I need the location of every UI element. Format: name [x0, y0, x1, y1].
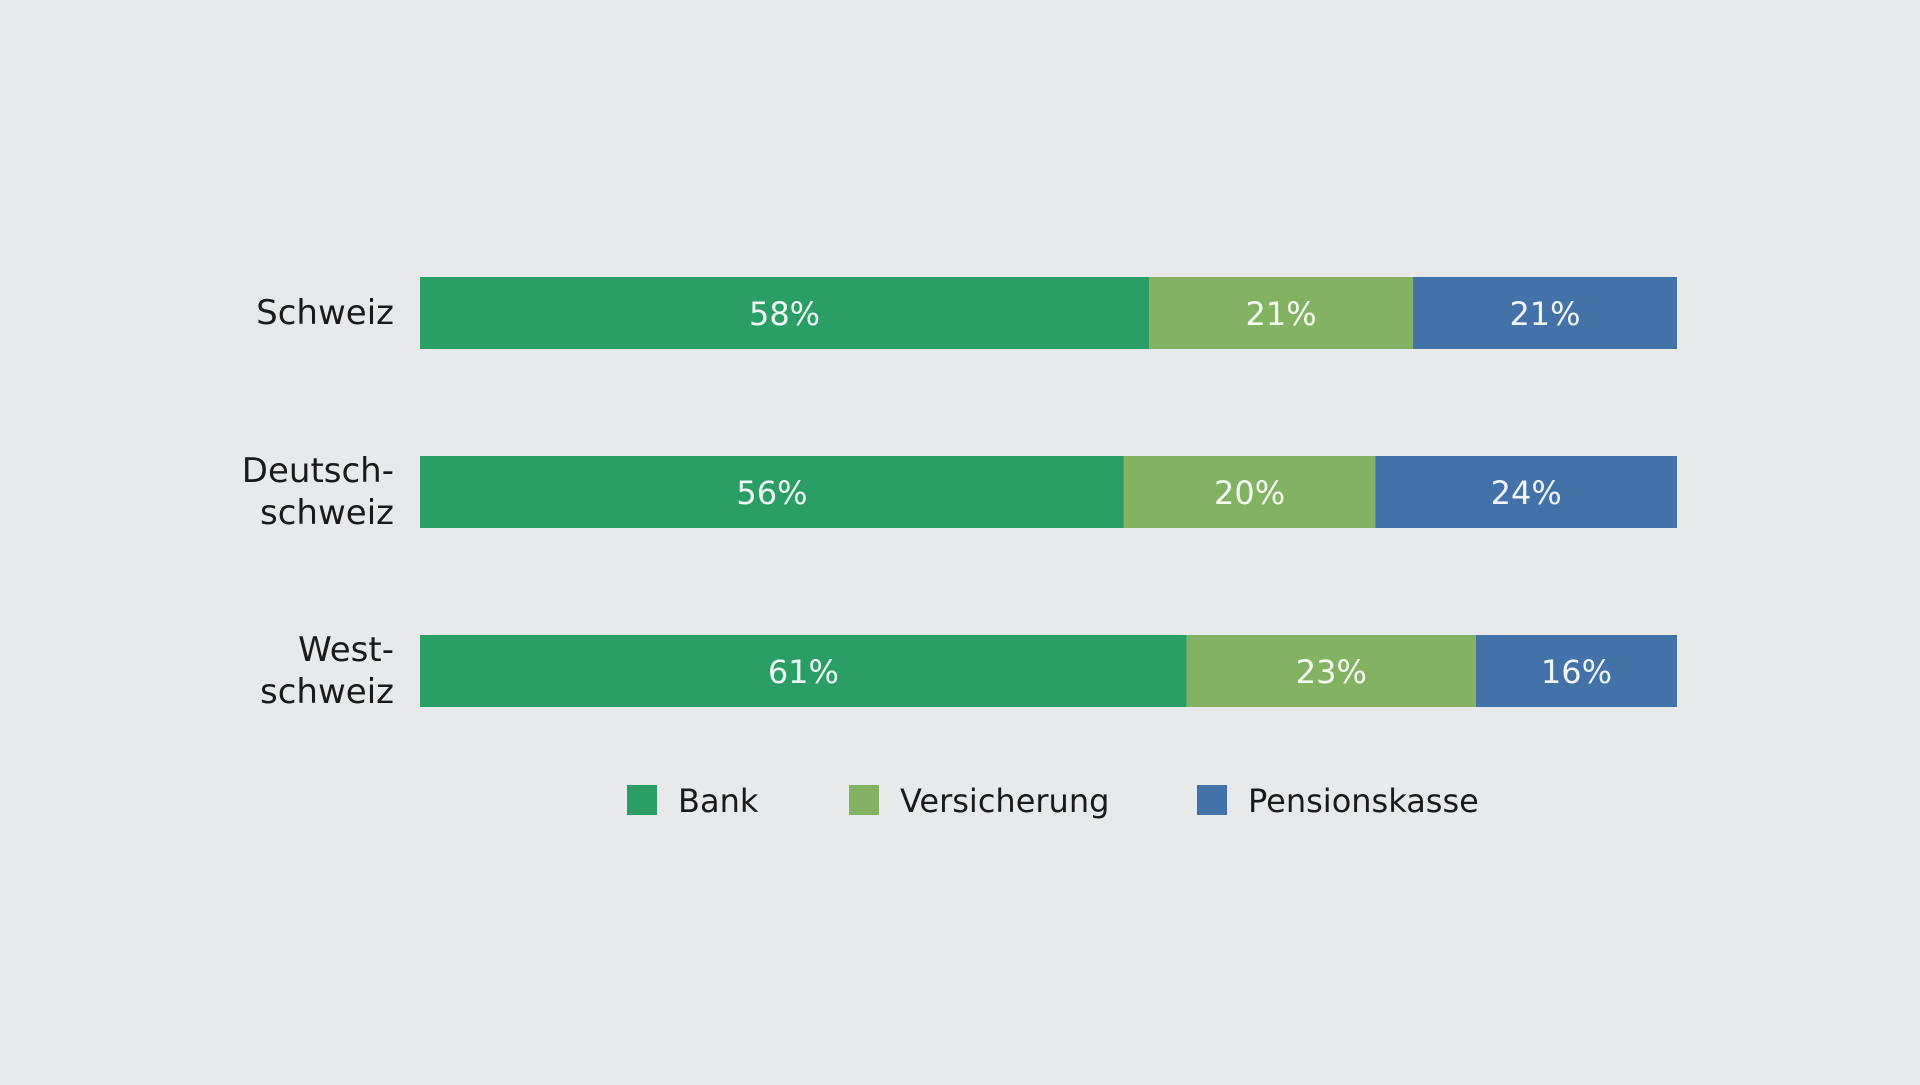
- data-label: 23%: [1296, 653, 1367, 691]
- legend-swatch-pensionskasse: [1197, 785, 1227, 815]
- category-label: Deutsch-: [242, 451, 394, 491]
- category-label: Schweiz: [256, 293, 394, 333]
- data-label: 21%: [1245, 295, 1316, 333]
- category-label: schweiz: [260, 493, 394, 533]
- category-label: schweiz: [260, 672, 394, 712]
- legend-label: Bank: [678, 782, 759, 820]
- bar-segment-versicherung: [1149, 277, 1414, 349]
- bar-segment-pensionskasse: [1375, 456, 1677, 528]
- bar-segment-bank: [420, 277, 1150, 349]
- bar-segment-versicherung: [1123, 456, 1376, 528]
- bar-segment-pensionskasse: [1413, 277, 1677, 349]
- data-label: 61%: [768, 653, 839, 691]
- data-label: 58%: [749, 295, 820, 333]
- data-label: 16%: [1541, 653, 1612, 691]
- bar-segment-bank: [420, 635, 1187, 707]
- legend-label: Versicherung: [900, 782, 1109, 820]
- data-label: 24%: [1491, 474, 1562, 512]
- legend-swatch-bank: [627, 785, 657, 815]
- bar-segment-versicherung: [1186, 635, 1476, 707]
- data-label: 21%: [1509, 295, 1580, 333]
- bar-segment-bank: [420, 456, 1124, 528]
- bar-segment-pensionskasse: [1475, 635, 1677, 707]
- data-label: 56%: [736, 474, 807, 512]
- data-label: 20%: [1214, 474, 1285, 512]
- legend-swatch-versicherung: [849, 785, 879, 815]
- legend-label: Pensionskasse: [1248, 782, 1479, 820]
- category-label: West-: [298, 630, 394, 670]
